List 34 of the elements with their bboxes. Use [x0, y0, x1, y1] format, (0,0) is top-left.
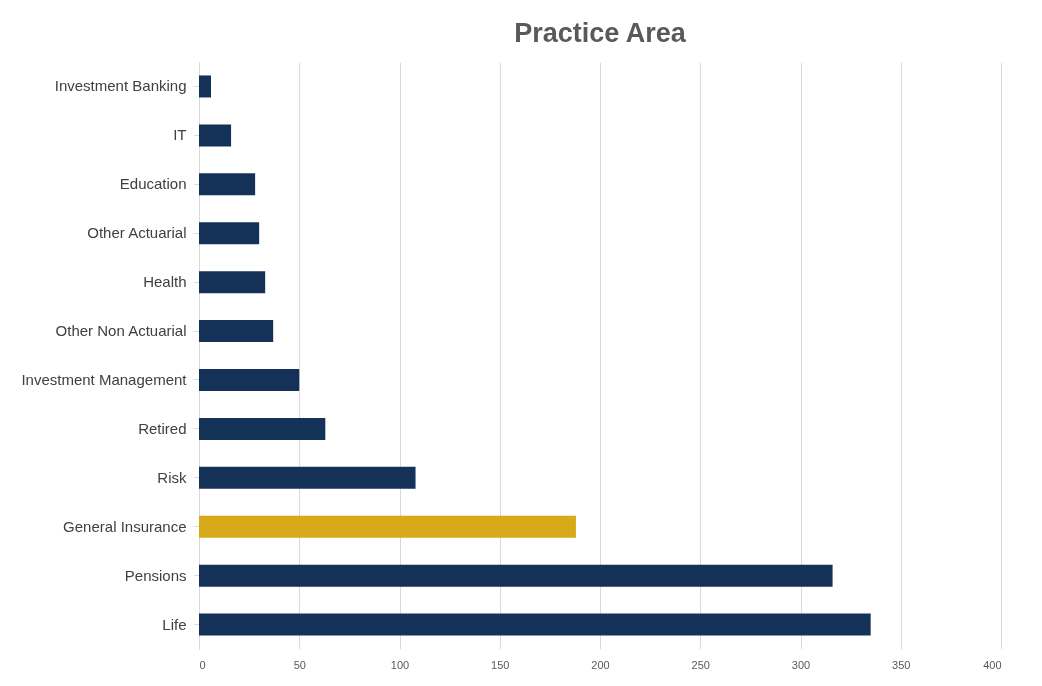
x-tick-label: 300 [791, 658, 811, 671]
y-tick-label: Pensions [124, 566, 187, 584]
y-tick-label: Investment Banking [54, 77, 187, 95]
x-tick-label: 350 [892, 658, 911, 671]
bar [199, 613, 871, 636]
y-tick-label: Health [143, 273, 187, 291]
y-tick-label: Retired [138, 419, 187, 437]
x-tick-label: 100 [390, 658, 410, 671]
bar [199, 368, 300, 391]
bar [199, 564, 833, 587]
bar [199, 417, 326, 440]
bar [199, 124, 232, 147]
x-tick-label: 400 [983, 658, 1002, 671]
y-tick-label: IT [173, 126, 187, 144]
y-tick-label: General Insurance [63, 517, 187, 535]
y-tick-label: Risk [157, 468, 187, 486]
bar [199, 222, 260, 245]
y-tick-label: Life [162, 615, 187, 633]
bar [199, 271, 266, 294]
y-tick-label: Other Actuarial [87, 224, 187, 242]
x-tick-label: 50 [293, 658, 306, 671]
bar [199, 466, 416, 489]
x-tick-label: 250 [691, 658, 710, 671]
bar [199, 515, 576, 538]
y-tick-label: Other Non Actuarial [55, 322, 187, 340]
bar [199, 320, 274, 343]
chart-title: Practice Area [514, 18, 687, 48]
x-tick-label: 0 [199, 658, 206, 671]
bar [199, 173, 256, 196]
y-tick-label: Investment Management [21, 370, 188, 388]
y-tick-label: Education [119, 175, 187, 193]
x-tick-label: 200 [591, 658, 610, 671]
x-tick-label: 150 [491, 658, 510, 671]
bar [199, 75, 212, 98]
